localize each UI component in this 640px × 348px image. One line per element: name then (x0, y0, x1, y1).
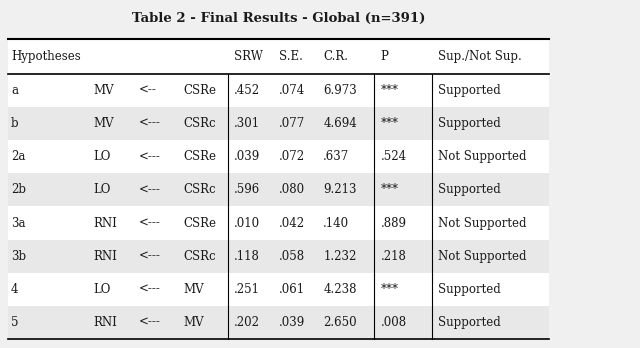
Text: <---: <--- (138, 283, 160, 296)
Text: 2a: 2a (11, 150, 26, 163)
Text: .072: .072 (278, 150, 305, 163)
Text: Supported: Supported (438, 84, 500, 97)
Text: ***: *** (381, 183, 399, 196)
Text: CSRc: CSRc (183, 117, 216, 130)
Text: <--: <-- (138, 84, 156, 97)
Bar (8, 239, 549, 273)
Text: 9.213: 9.213 (323, 183, 356, 196)
Text: .524: .524 (381, 150, 406, 163)
Text: <---: <--- (138, 150, 160, 163)
Text: Supported: Supported (438, 117, 500, 130)
Text: .077: .077 (278, 117, 305, 130)
Text: CSRe: CSRe (183, 84, 216, 97)
Text: MV: MV (183, 283, 204, 296)
Text: .080: .080 (278, 183, 305, 196)
Text: 2b: 2b (11, 183, 26, 196)
Text: b: b (11, 117, 19, 130)
Text: 3a: 3a (11, 216, 26, 230)
Text: .008: .008 (381, 316, 406, 329)
Bar (8, 273, 549, 306)
Text: 4: 4 (11, 283, 19, 296)
Text: .074: .074 (278, 84, 305, 97)
Text: .202: .202 (234, 316, 260, 329)
Text: LO: LO (94, 283, 111, 296)
Text: MV: MV (94, 84, 115, 97)
Text: Hypotheses: Hypotheses (11, 50, 81, 63)
Text: CSRc: CSRc (183, 183, 216, 196)
Text: Supported: Supported (438, 183, 500, 196)
Text: Not Supported: Not Supported (438, 216, 526, 230)
Bar (8, 206, 549, 239)
Bar (8, 74, 549, 107)
Text: 4.238: 4.238 (323, 283, 356, 296)
Text: Supported: Supported (438, 283, 500, 296)
Text: SRW: SRW (234, 50, 263, 63)
Text: .218: .218 (381, 250, 406, 263)
Text: RNI: RNI (94, 316, 118, 329)
Text: .039: .039 (234, 150, 260, 163)
Text: <---: <--- (138, 316, 160, 329)
Text: <---: <--- (138, 216, 160, 230)
Text: MV: MV (94, 117, 115, 130)
Text: LO: LO (94, 183, 111, 196)
Text: Not Supported: Not Supported (438, 150, 526, 163)
Text: .889: .889 (381, 216, 406, 230)
Text: <---: <--- (138, 117, 160, 130)
Text: Supported: Supported (438, 316, 500, 329)
Text: .140: .140 (323, 216, 349, 230)
Text: ***: *** (381, 117, 399, 130)
Text: a: a (11, 84, 18, 97)
Text: Table 2 - Final Results - Global (n=391): Table 2 - Final Results - Global (n=391) (132, 12, 425, 25)
Text: C.R.: C.R. (323, 50, 348, 63)
Text: 2.650: 2.650 (323, 316, 357, 329)
Text: 4.694: 4.694 (323, 117, 357, 130)
Bar (8, 173, 549, 206)
Text: .301: .301 (234, 117, 260, 130)
Bar (8, 39, 549, 74)
Text: .637: .637 (323, 150, 349, 163)
Text: .042: .042 (278, 216, 305, 230)
Text: CSRc: CSRc (183, 250, 216, 263)
Text: .058: .058 (278, 250, 305, 263)
Text: .452: .452 (234, 84, 260, 97)
Text: 1.232: 1.232 (323, 250, 356, 263)
Text: .596: .596 (234, 183, 260, 196)
Text: RNI: RNI (94, 250, 118, 263)
Text: 6.973: 6.973 (323, 84, 357, 97)
Text: <---: <--- (138, 183, 160, 196)
Text: CSRe: CSRe (183, 216, 216, 230)
Text: LO: LO (94, 150, 111, 163)
Bar (8, 140, 549, 173)
Bar (8, 107, 549, 140)
Text: ***: *** (381, 283, 399, 296)
Bar (8, 306, 549, 339)
Text: P: P (381, 50, 388, 63)
Text: Not Supported: Not Supported (438, 250, 526, 263)
Text: <---: <--- (138, 250, 160, 263)
Text: ***: *** (381, 84, 399, 97)
Text: 5: 5 (11, 316, 19, 329)
Text: Sup./Not Sup.: Sup./Not Sup. (438, 50, 522, 63)
Text: .251: .251 (234, 283, 260, 296)
Text: CSRe: CSRe (183, 150, 216, 163)
Text: .039: .039 (278, 316, 305, 329)
Text: .061: .061 (278, 283, 305, 296)
Text: .010: .010 (234, 216, 260, 230)
Text: 3b: 3b (11, 250, 26, 263)
Text: RNI: RNI (94, 216, 118, 230)
Text: S.E.: S.E. (278, 50, 303, 63)
Text: .118: .118 (234, 250, 260, 263)
Text: MV: MV (183, 316, 204, 329)
